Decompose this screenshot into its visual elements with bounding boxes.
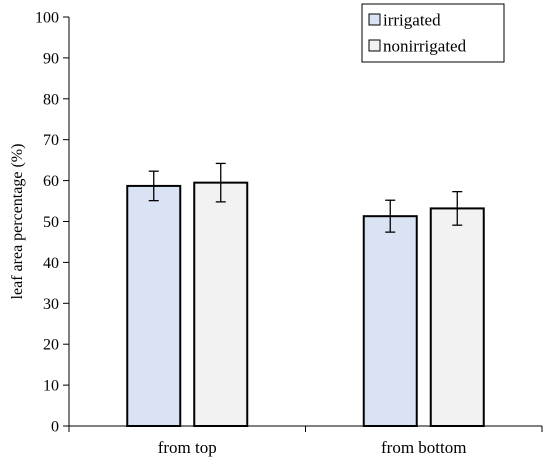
legend-label-irrigated: irrigated [383,11,441,30]
y-tick-label-30: 30 [43,296,59,313]
y-tick-label-100: 100 [35,10,59,27]
error-bars [148,162,463,233]
y-tick-label-90: 90 [43,50,59,67]
y-tick-label-40: 40 [43,255,59,272]
bar-from-bottom-nonirrigated [429,207,485,427]
x-tick-label-from-top: from top [158,438,217,457]
y-axis-ticks: 0 10 20 30 40 50 60 70 80 90 100 [35,10,69,436]
x-tick-label-from-bottom: from bottom [381,438,466,457]
legend: irrigated nonirrigated [361,3,505,63]
legend-label-nonirrigated: nonirrigated [383,37,467,56]
legend-swatch-nonirrigated [368,39,381,52]
bar-from-bottom-irrigated [362,215,418,427]
bar-from-top-nonirrigated [193,181,249,427]
y-tick-label-70: 70 [43,132,59,149]
y-tick-label-50: 50 [43,214,59,231]
y-tick-label-20: 20 [43,337,59,354]
legend-box [361,3,505,63]
y-tick-label-10: 10 [43,378,59,395]
bars [126,181,485,427]
x-axis-labels: from top from bottom [158,438,467,457]
y-tick-label-60: 60 [43,173,59,190]
y-tick-label-80: 80 [43,91,59,108]
x-axis-ticks [68,426,543,432]
bar-from-top-irrigated [126,184,182,427]
y-tick-label-0: 0 [51,419,59,436]
y-axis-title: leaf area percentage (%) [9,144,26,300]
legend-swatch-irrigated [368,13,381,26]
